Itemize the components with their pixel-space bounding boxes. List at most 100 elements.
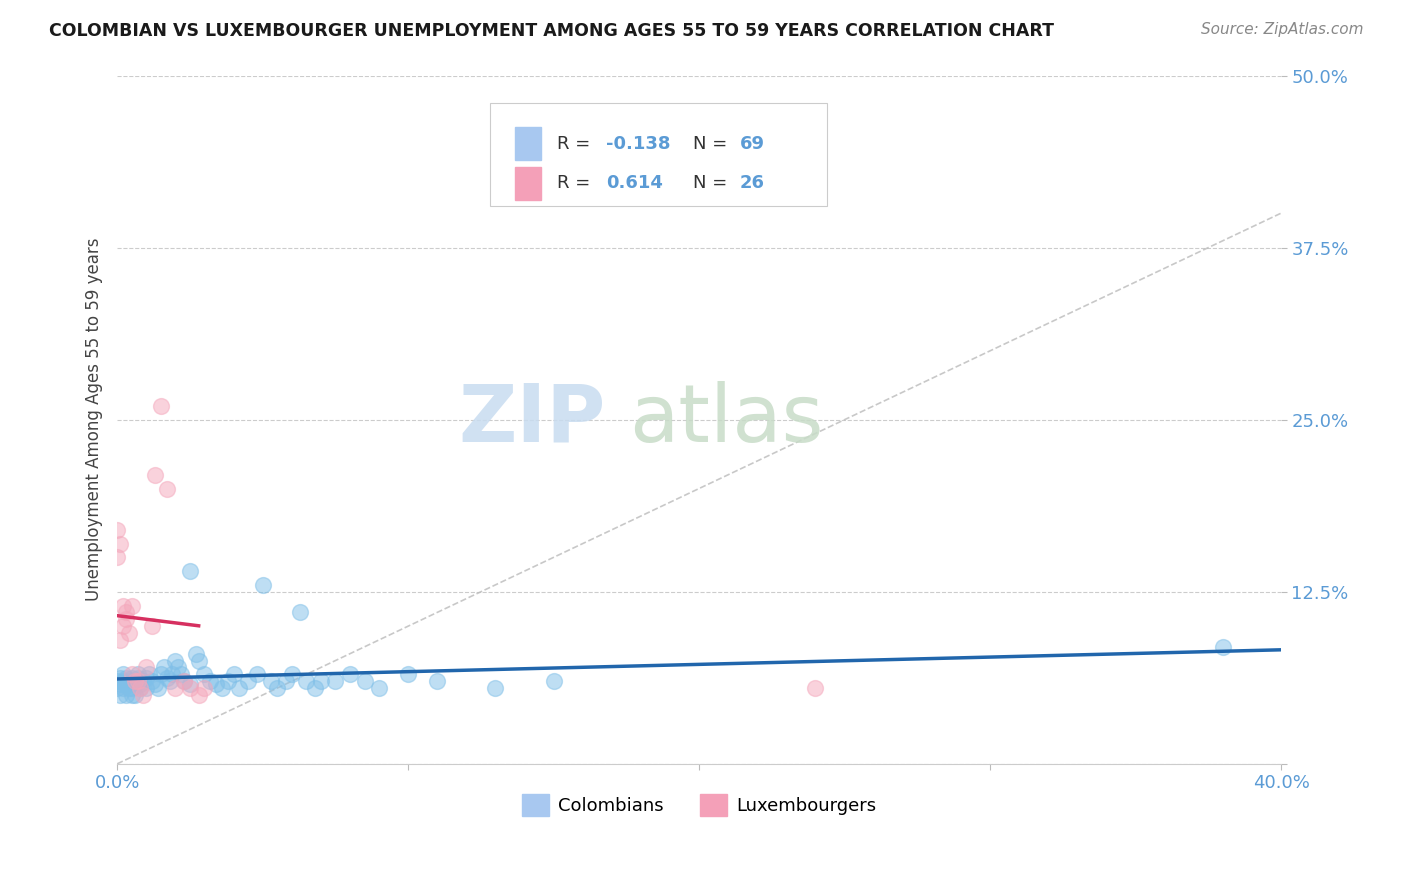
Point bbox=[146, 681, 169, 695]
Point bbox=[111, 681, 134, 695]
Point bbox=[167, 660, 190, 674]
Point bbox=[129, 681, 152, 695]
Point bbox=[309, 674, 332, 689]
Point bbox=[118, 626, 141, 640]
Point bbox=[111, 619, 134, 633]
Point bbox=[138, 667, 160, 681]
Point bbox=[108, 677, 131, 691]
Point bbox=[105, 674, 128, 689]
Point bbox=[118, 674, 141, 689]
Point bbox=[217, 674, 239, 689]
Point bbox=[193, 667, 215, 681]
Point bbox=[165, 681, 187, 695]
Point bbox=[105, 550, 128, 565]
Point bbox=[111, 667, 134, 681]
Point bbox=[121, 672, 143, 686]
Point bbox=[162, 667, 184, 681]
Point bbox=[118, 681, 141, 695]
Point bbox=[149, 667, 172, 681]
Point bbox=[179, 564, 201, 578]
Text: -0.138: -0.138 bbox=[606, 135, 671, 153]
Point bbox=[252, 578, 274, 592]
Point bbox=[396, 667, 419, 681]
Text: R =: R = bbox=[557, 135, 596, 153]
Point bbox=[173, 674, 195, 689]
Point bbox=[187, 688, 209, 702]
Point bbox=[184, 647, 207, 661]
Point bbox=[179, 677, 201, 691]
Point bbox=[141, 619, 163, 633]
Point bbox=[339, 667, 361, 681]
Point bbox=[260, 674, 283, 689]
Bar bbox=[515, 167, 541, 200]
Point bbox=[228, 681, 250, 695]
Point bbox=[143, 467, 166, 482]
Point bbox=[187, 654, 209, 668]
Point bbox=[129, 681, 152, 695]
Text: N =: N = bbox=[693, 135, 734, 153]
Point bbox=[121, 667, 143, 681]
Point bbox=[108, 536, 131, 550]
Point bbox=[129, 677, 152, 691]
Text: R =: R = bbox=[557, 174, 596, 193]
Point bbox=[211, 681, 233, 695]
Point bbox=[281, 667, 304, 681]
Y-axis label: Unemployment Among Ages 55 to 59 years: Unemployment Among Ages 55 to 59 years bbox=[86, 238, 103, 601]
Point bbox=[111, 674, 134, 689]
Text: atlas: atlas bbox=[630, 381, 824, 458]
Text: COLOMBIAN VS LUXEMBOURGER UNEMPLOYMENT AMONG AGES 55 TO 59 YEARS CORRELATION CHA: COLOMBIAN VS LUXEMBOURGER UNEMPLOYMENT A… bbox=[49, 22, 1054, 40]
Point bbox=[121, 681, 143, 695]
Point bbox=[135, 681, 157, 695]
Legend: Colombians, Luxembourgers: Colombians, Luxembourgers bbox=[515, 787, 883, 823]
Point bbox=[149, 399, 172, 413]
Point bbox=[543, 674, 565, 689]
Point bbox=[156, 482, 179, 496]
Point bbox=[108, 672, 131, 686]
Point bbox=[115, 672, 138, 686]
Point bbox=[170, 667, 193, 681]
Point bbox=[108, 632, 131, 647]
Text: 0.614: 0.614 bbox=[606, 174, 662, 193]
Text: Source: ZipAtlas.com: Source: ZipAtlas.com bbox=[1201, 22, 1364, 37]
Point bbox=[132, 674, 155, 689]
Point bbox=[111, 599, 134, 613]
Point bbox=[135, 672, 157, 686]
Point bbox=[193, 681, 215, 695]
Point bbox=[222, 667, 245, 681]
Point bbox=[295, 674, 318, 689]
Text: 69: 69 bbox=[740, 135, 765, 153]
Point bbox=[484, 681, 506, 695]
Point bbox=[127, 667, 149, 681]
Point bbox=[127, 672, 149, 686]
Text: N =: N = bbox=[693, 174, 734, 193]
Point bbox=[368, 681, 391, 695]
Point bbox=[290, 606, 312, 620]
Point bbox=[121, 599, 143, 613]
Point bbox=[353, 674, 375, 689]
Point bbox=[159, 674, 181, 689]
Text: 26: 26 bbox=[740, 174, 765, 193]
Point bbox=[274, 674, 297, 689]
Point bbox=[132, 688, 155, 702]
Point bbox=[236, 674, 259, 689]
Point bbox=[304, 681, 326, 695]
Point bbox=[266, 681, 288, 695]
Point bbox=[1212, 640, 1234, 654]
Point bbox=[143, 677, 166, 691]
Point bbox=[121, 688, 143, 702]
Point bbox=[156, 672, 179, 686]
Point bbox=[124, 677, 146, 691]
Point bbox=[179, 681, 201, 695]
Point bbox=[200, 674, 222, 689]
Point bbox=[124, 674, 146, 689]
Point bbox=[115, 606, 138, 620]
Point bbox=[105, 523, 128, 537]
Point bbox=[165, 654, 187, 668]
Text: ZIP: ZIP bbox=[458, 381, 606, 458]
Bar bbox=[515, 128, 541, 161]
Point bbox=[325, 674, 347, 689]
Point bbox=[115, 677, 138, 691]
Point bbox=[173, 674, 195, 689]
Point bbox=[152, 660, 174, 674]
Point bbox=[124, 688, 146, 702]
